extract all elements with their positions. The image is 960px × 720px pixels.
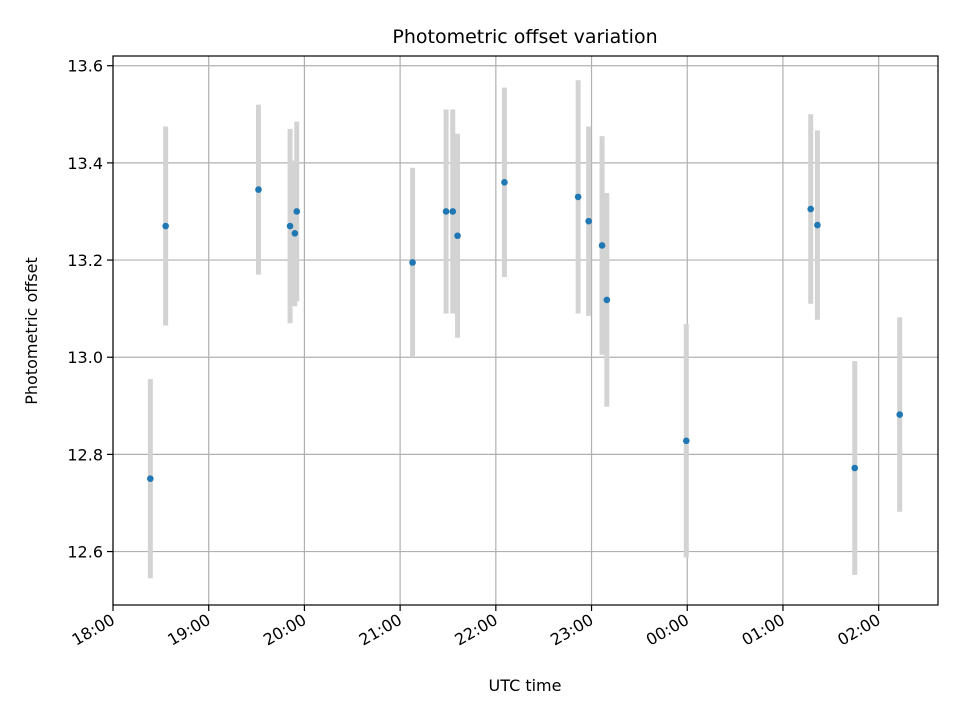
y-axis-title: Photometric offset — [22, 257, 41, 405]
y-tick-label: 13.2 — [67, 251, 103, 270]
data-point — [442, 208, 450, 215]
data-point — [807, 205, 815, 213]
data-points — [147, 179, 904, 482]
data-point — [409, 259, 416, 266]
data-point — [255, 186, 262, 193]
data-point — [682, 437, 690, 445]
y-tick-label: 13.0 — [67, 348, 103, 367]
data-point — [814, 221, 821, 229]
plot-frame — [112, 55, 939, 606]
chart-title: Photometric offset variation — [392, 26, 657, 48]
data-point — [603, 296, 611, 304]
data-point — [286, 222, 294, 230]
y-axis: 12.6 12.8 13.0 13.2 13.4 13.6 — [67, 57, 113, 562]
data-point — [585, 217, 592, 225]
data-point — [896, 411, 904, 418]
y-tick-label: 12.8 — [67, 445, 103, 464]
data-point — [598, 242, 606, 249]
x-axis-title: UTC time — [489, 676, 562, 695]
grid — [112, 56, 938, 605]
data-point — [454, 232, 461, 240]
data-point — [291, 230, 299, 237]
data-point — [162, 222, 169, 230]
y-tick-label: 13.6 — [67, 57, 103, 76]
data-point — [501, 179, 508, 186]
data-point — [851, 464, 859, 472]
y-tick-label: 13.4 — [67, 154, 103, 173]
y-tick-label: 12.6 — [67, 543, 103, 562]
data-point — [147, 475, 154, 482]
data-point — [574, 193, 582, 201]
data-point — [449, 208, 457, 215]
data-point — [293, 208, 301, 215]
